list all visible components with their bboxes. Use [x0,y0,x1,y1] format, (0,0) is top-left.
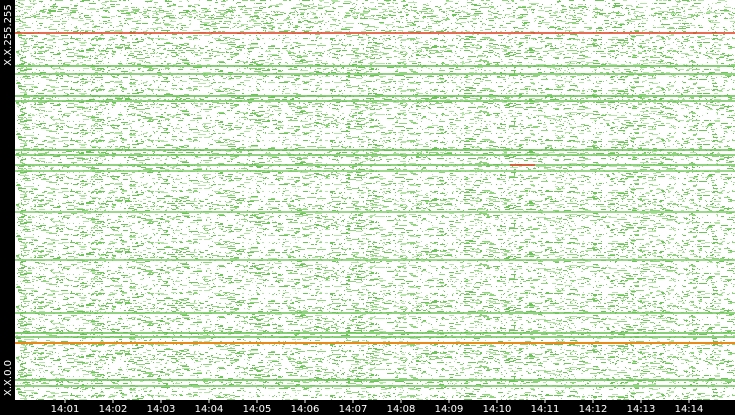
x-tick-label: 14:02 [99,404,128,415]
x-tick-label: 14:04 [195,404,224,415]
x-tick-label: 14:11 [531,404,560,415]
x-tick-label: 14:10 [483,404,512,415]
traffic-dots [15,0,735,400]
x-tick-label: 14:07 [339,404,368,415]
x-tick-label: 14:03 [147,404,176,415]
x-tick-label: 14:14 [675,404,704,415]
x-tick-label: 14:12 [579,404,608,415]
traffic-dots [15,0,735,400]
x-tick-label: 14:06 [291,404,320,415]
y-axis-label: X.X.0.0 [3,360,14,396]
x-tick-label: 14:13 [627,404,656,415]
y-axis-strip [0,0,15,415]
x-tick-label: 14:08 [387,404,416,415]
traffic-texture [15,0,735,400]
x-tick-label: 14:05 [243,404,272,415]
persistent-flows [15,32,735,387]
x-tick-label: 14:01 [51,404,80,415]
y-axis-label: X.X.255.255 [3,4,14,65]
x-tick-label: 14:09 [435,404,464,415]
x-axis-strip [0,400,735,415]
